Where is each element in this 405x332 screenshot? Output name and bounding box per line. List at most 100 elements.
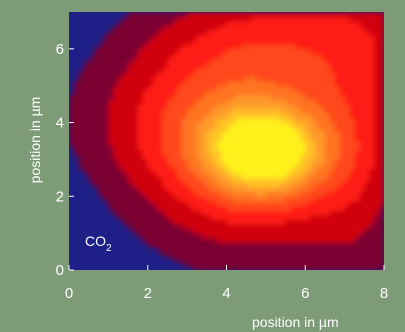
heatmap-cell [344, 196, 351, 202]
heatmap-cell [305, 44, 311, 50]
heatmap-cell [196, 173, 203, 179]
heatmap-cell [192, 265, 198, 270]
x-tick-label: 8 [380, 285, 388, 302]
heatmap-cell [177, 117, 183, 124]
heatmap-cell [246, 12, 252, 18]
heatmap-cell [379, 228, 384, 234]
heatmap-cell [221, 48, 228, 55]
heatmap-cell [98, 90, 105, 96]
heatmap-cell [339, 242, 346, 248]
heatmap-cell [113, 81, 119, 87]
heatmap-cell [344, 62, 351, 68]
heatmap-cell [339, 223, 346, 230]
heatmap-cell [196, 16, 203, 22]
heatmap-cell [172, 164, 178, 170]
heatmap-cell [201, 81, 208, 87]
heatmap-cell [231, 260, 237, 266]
heatmap-cell [226, 228, 233, 234]
heatmap-cell [226, 159, 233, 165]
heatmap-cell [118, 39, 124, 45]
heatmap-cell [300, 44, 306, 50]
heatmap-cell [310, 53, 316, 59]
heatmap-cell [182, 39, 188, 45]
heatmap-cell [280, 177, 287, 184]
heatmap-cell [359, 177, 365, 184]
heatmap-cell [300, 39, 306, 45]
heatmap-cell [275, 233, 282, 239]
heatmap-cell [344, 177, 351, 184]
heatmap-cell [83, 136, 90, 142]
heatmap-cell [344, 219, 351, 225]
heatmap-cell [260, 210, 267, 216]
heatmap-cell [177, 168, 183, 174]
heatmap-cell [364, 76, 370, 82]
heatmap-cell [98, 150, 105, 156]
heatmap-cell [256, 62, 262, 68]
heatmap-cell [177, 81, 183, 87]
heatmap-cell [211, 122, 218, 128]
heatmap-cell [339, 30, 346, 36]
heatmap-cell [152, 122, 159, 128]
heatmap-cell [216, 85, 223, 91]
heatmap-cell [300, 131, 306, 137]
heatmap-cell [305, 159, 311, 165]
heatmap-cell [103, 35, 109, 41]
heatmap-cell [285, 150, 292, 156]
heatmap-cell [270, 187, 277, 193]
heatmap-cell [152, 219, 159, 225]
heatmap-cell [137, 16, 144, 22]
heatmap-cell [344, 159, 351, 165]
heatmap-cell [241, 251, 247, 257]
heatmap-cell [172, 136, 178, 142]
heatmap-cell [118, 94, 124, 101]
heatmap-cell [201, 113, 208, 119]
heatmap-cell [344, 67, 351, 73]
heatmap-cell [221, 35, 228, 41]
heatmap-cell [137, 53, 144, 59]
heatmap-cell [359, 191, 365, 197]
heatmap-cell [300, 205, 306, 211]
heatmap-cell [98, 62, 105, 68]
heatmap-cell [162, 145, 169, 151]
heatmap-cell [162, 131, 169, 137]
heatmap-cell [246, 62, 252, 68]
heatmap-cell [93, 154, 100, 161]
heatmap-cell [147, 94, 154, 101]
heatmap-cell [196, 94, 203, 101]
heatmap-cell [315, 104, 321, 110]
heatmap-cell [260, 30, 267, 36]
heatmap-cell [246, 108, 252, 114]
heatmap-cell [236, 219, 242, 225]
heatmap-cell [315, 173, 321, 179]
heatmap-cell [93, 122, 100, 128]
heatmap-cell [118, 67, 124, 73]
heatmap-cell [113, 164, 119, 170]
heatmap-cell [216, 81, 223, 87]
heatmap-cell [315, 200, 321, 207]
heatmap-cell [339, 205, 346, 211]
heatmap-cell [379, 251, 384, 257]
heatmap-cell [275, 159, 282, 165]
heatmap-cell [103, 191, 109, 197]
heatmap-cell [300, 104, 306, 110]
heatmap-cell [315, 191, 321, 197]
heatmap-cell [187, 164, 193, 170]
heatmap-cell [162, 228, 169, 234]
heatmap-cell [196, 25, 203, 32]
heatmap-cell [310, 136, 316, 142]
heatmap-cell [270, 117, 277, 124]
heatmap-cell [251, 164, 257, 170]
heatmap-cell [260, 187, 267, 193]
heatmap-cell [192, 44, 198, 50]
heatmap-cell [196, 228, 203, 234]
heatmap-cell [369, 94, 375, 101]
heatmap-cell [275, 187, 282, 193]
heatmap-cell [295, 145, 301, 151]
heatmap-cell [354, 191, 360, 197]
heatmap-cell [201, 177, 208, 184]
heatmap-cell [295, 233, 301, 239]
heatmap-cell [157, 223, 164, 230]
heatmap-cell [369, 16, 375, 22]
heatmap-cell [320, 39, 326, 45]
heatmap-cell [374, 260, 380, 266]
